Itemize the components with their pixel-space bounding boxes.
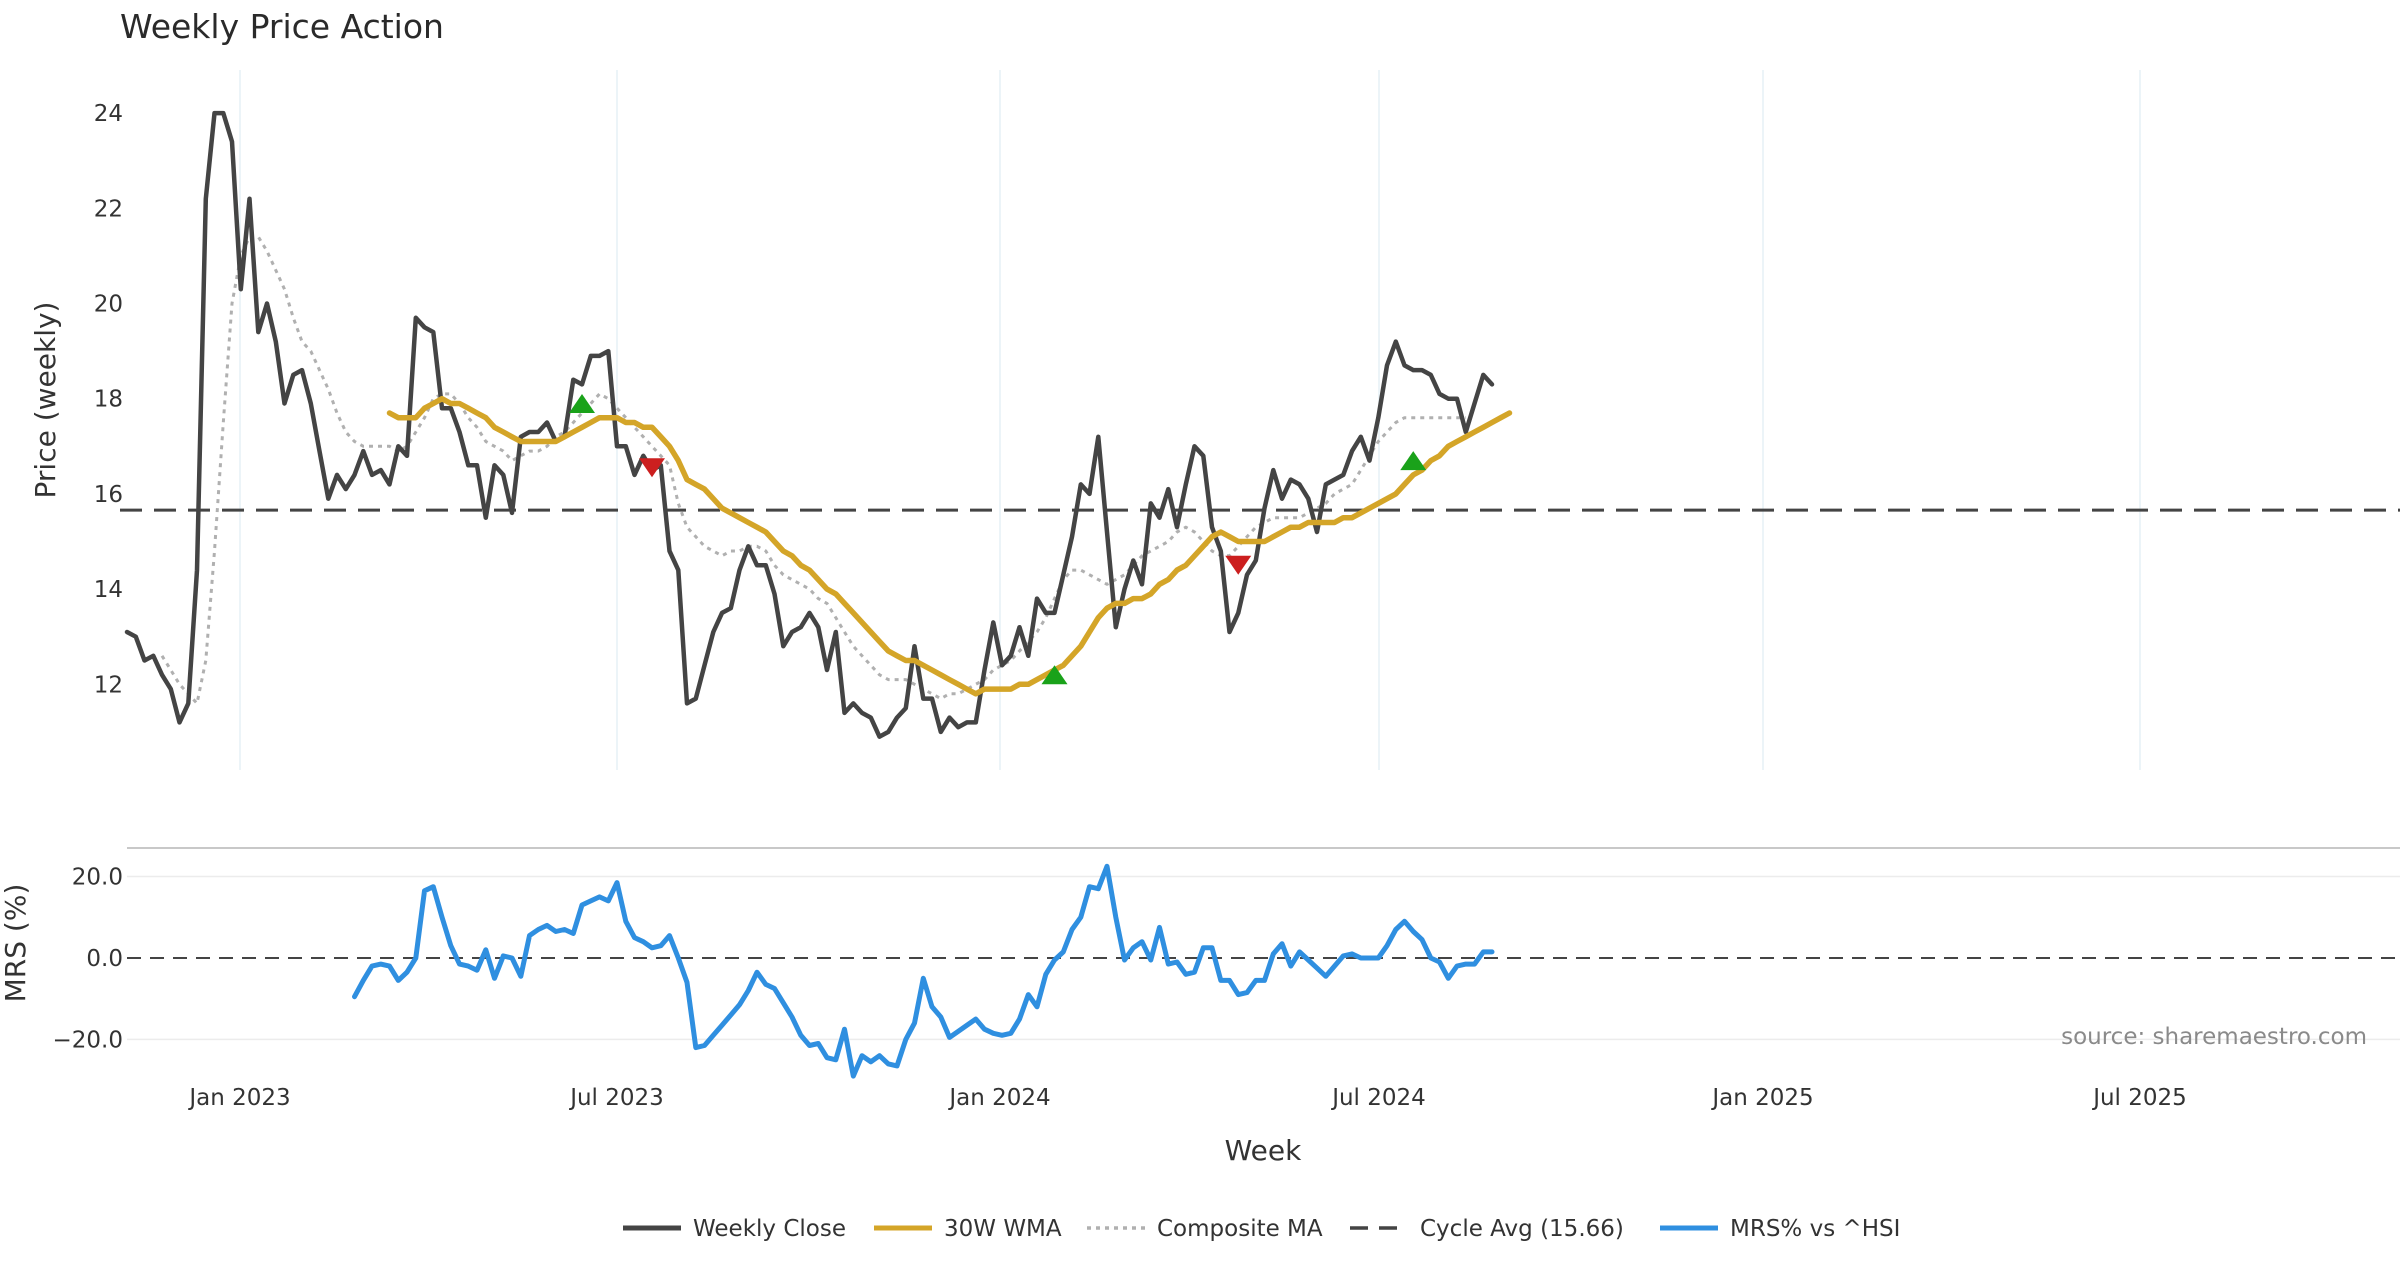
x-axis-label: Week [1225, 1134, 1302, 1167]
legend-label: Cycle Avg (15.66) [1420, 1216, 1624, 1242]
price-y-tick-16: 16 [94, 482, 123, 508]
sell-signal-marker-1 [639, 458, 665, 478]
x-tick-jan-2024: Jan 2024 [947, 1085, 1050, 1111]
buy-signal-marker-2 [1041, 665, 1068, 685]
legend-label: Composite MA [1157, 1216, 1323, 1242]
legend-label: MRS% vs ^HSI [1730, 1216, 1900, 1242]
price-y-tick-20: 20 [94, 291, 123, 317]
price-series-group [124, 110, 1513, 739]
price-y-axis-label: Price (weekly) [29, 302, 62, 499]
series-mrs-vs-hsi [352, 863, 1495, 1079]
legend-item-3: Cycle Avg (15.66) [1350, 1216, 1624, 1242]
x-tick-labels: Jan 2023 Jul 2023 Jan 2024 Jul 2024 Jan 2025… [187, 1085, 2186, 1111]
legend-item-4: MRS% vs ^HSI [1660, 1216, 1900, 1242]
legend-item-2: Composite MA [1087, 1216, 1323, 1242]
mrs-y-tick-minus-20.0: −20.0 [53, 1027, 123, 1053]
legend-item-1: 30W WMA [874, 1216, 1062, 1242]
x-tick-jan-2023: Jan 2023 [187, 1085, 290, 1111]
price-y-tick-12: 12 [94, 672, 123, 698]
mrs-y-tick-0.0: 0.0 [86, 946, 123, 972]
mrs-series-group [352, 863, 1495, 1079]
mrs-y-tick-20.0: 20.0 [72, 865, 123, 891]
chart-title: Weekly Price Action [120, 7, 444, 46]
buy-signal-marker-0 [569, 393, 595, 413]
series-30w-wma [386, 395, 1513, 697]
legend-label: 30W WMA [944, 1216, 1062, 1242]
sell-signal-marker-3 [1225, 555, 1252, 575]
price-y-tick-24: 24 [94, 101, 123, 127]
mrs-gridlines [127, 847, 2400, 1041]
price-y-tick-22: 22 [94, 196, 123, 222]
x-tick-jul-2025: Jul 2025 [2091, 1085, 2187, 1111]
signal-markers [569, 393, 1427, 685]
mrs-y-axis-label: MRS (%) [0, 884, 32, 1003]
price-y-tick-14: 14 [94, 577, 123, 603]
price-vertical-gridlines [239, 70, 2141, 770]
legend-label: Weekly Close [693, 1216, 846, 1242]
chart-legend: Weekly Close 30W WMA Composite MA Cycle Avg… [623, 1216, 1900, 1242]
mrs-y-tick-labels: −20.0 0.0 20.0 [53, 865, 123, 1054]
series-weekly-close [124, 110, 1495, 739]
price-y-tick-labels: 12 14 16 18 20 22 24 [94, 101, 123, 698]
x-tick-jul-2023: Jul 2023 [568, 1085, 664, 1111]
series-composite-ma [160, 235, 1466, 705]
legend-item-0: Weekly Close [623, 1216, 846, 1242]
source-annotation: source: sharemaestro.com [2061, 1024, 2367, 1050]
price-y-tick-18: 18 [94, 387, 123, 413]
x-tick-jan-2025: Jan 2025 [1710, 1085, 1813, 1111]
x-tick-jul-2024: Jul 2024 [1330, 1085, 1426, 1111]
buy-signal-marker-4 [1400, 451, 1427, 471]
